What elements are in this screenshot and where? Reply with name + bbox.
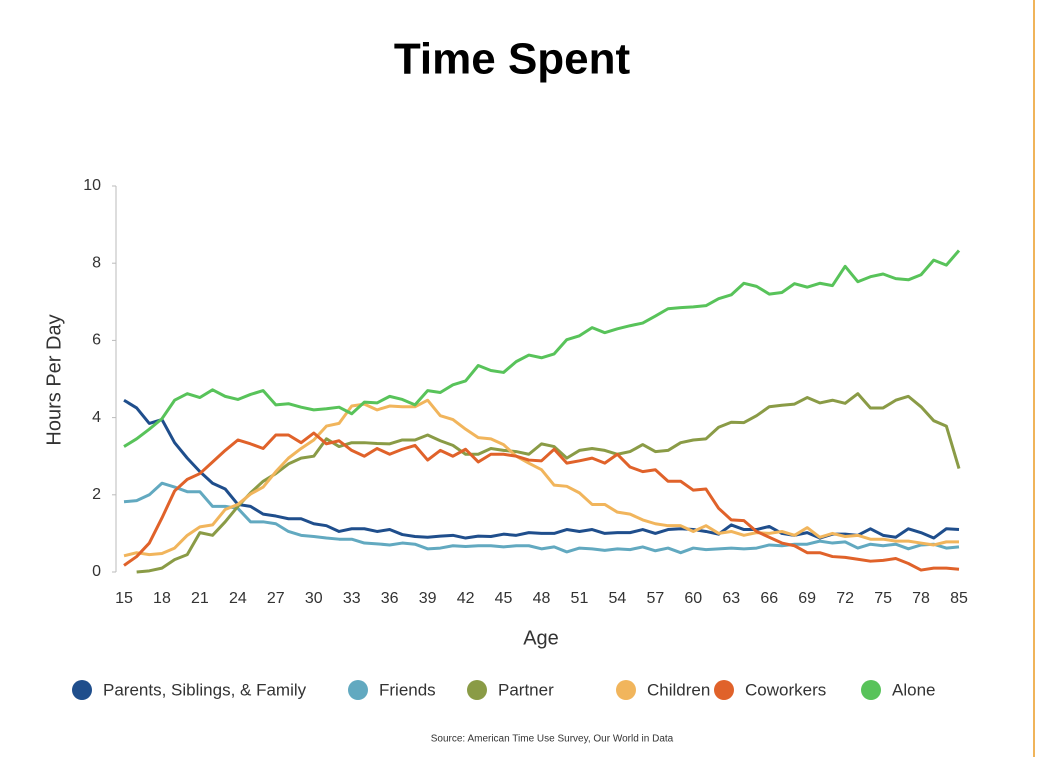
x-tick-label: 42 xyxy=(457,590,475,607)
legend-swatch xyxy=(72,680,92,700)
x-tick-label: 85 xyxy=(950,590,968,607)
legend-label: Parents, Siblings, & Family xyxy=(103,680,307,699)
x-tick-label: 63 xyxy=(722,590,740,607)
y-tick-label: 2 xyxy=(92,486,101,503)
x-tick-label: 57 xyxy=(646,590,664,607)
x-tick-label: 51 xyxy=(571,590,589,607)
legend-label: Partner xyxy=(498,680,554,699)
x-tick-label: 33 xyxy=(343,590,361,607)
series-line xyxy=(123,481,960,555)
x-tick-label: 39 xyxy=(419,590,437,607)
x-tick-label: 15 xyxy=(115,590,133,607)
y-tick-label: 0 xyxy=(92,563,101,580)
y-tick-label: 8 xyxy=(92,254,101,271)
x-tick-label: 72 xyxy=(836,590,854,607)
legend-label: Alone xyxy=(892,680,935,699)
x-axis-label: Age xyxy=(523,627,559,649)
x-tick-label: 54 xyxy=(609,590,627,607)
x-tick-label: 66 xyxy=(760,590,778,607)
series-line xyxy=(136,392,961,574)
x-tick-label: 45 xyxy=(495,590,513,607)
series-line xyxy=(123,249,961,448)
x-tick-label: 48 xyxy=(533,590,551,607)
x-tick-label: 78 xyxy=(912,590,930,607)
x-tick-label: 60 xyxy=(684,590,702,607)
y-tick-label: 6 xyxy=(92,332,101,349)
legend-swatch xyxy=(348,680,368,700)
chart-title: Time Spent xyxy=(394,35,631,84)
series-line xyxy=(123,431,960,572)
x-tick-label: 18 xyxy=(153,590,171,607)
source-note: Source: American Time Use Survey, Our Wo… xyxy=(431,734,674,745)
legend-swatch xyxy=(467,680,487,700)
legend-swatch xyxy=(616,680,636,700)
series-line xyxy=(123,398,959,558)
x-tick-label: 21 xyxy=(191,590,209,607)
x-tick-label: 75 xyxy=(874,590,892,607)
legend-swatch xyxy=(714,680,734,700)
legend-swatch xyxy=(861,680,881,700)
x-tick-label: 36 xyxy=(381,590,399,607)
y-axis-label: Hours Per Day xyxy=(43,314,65,445)
legend-label: Friends xyxy=(379,680,436,699)
x-tick-label: 27 xyxy=(267,590,285,607)
x-tick-label: 24 xyxy=(229,590,247,607)
x-tick-label: 30 xyxy=(305,590,323,607)
y-tick-label: 10 xyxy=(83,177,101,194)
legend-label: Children xyxy=(647,680,710,699)
legend-label: Coworkers xyxy=(745,680,826,699)
y-tick-label: 4 xyxy=(92,409,101,426)
x-tick-label: 69 xyxy=(798,590,816,607)
